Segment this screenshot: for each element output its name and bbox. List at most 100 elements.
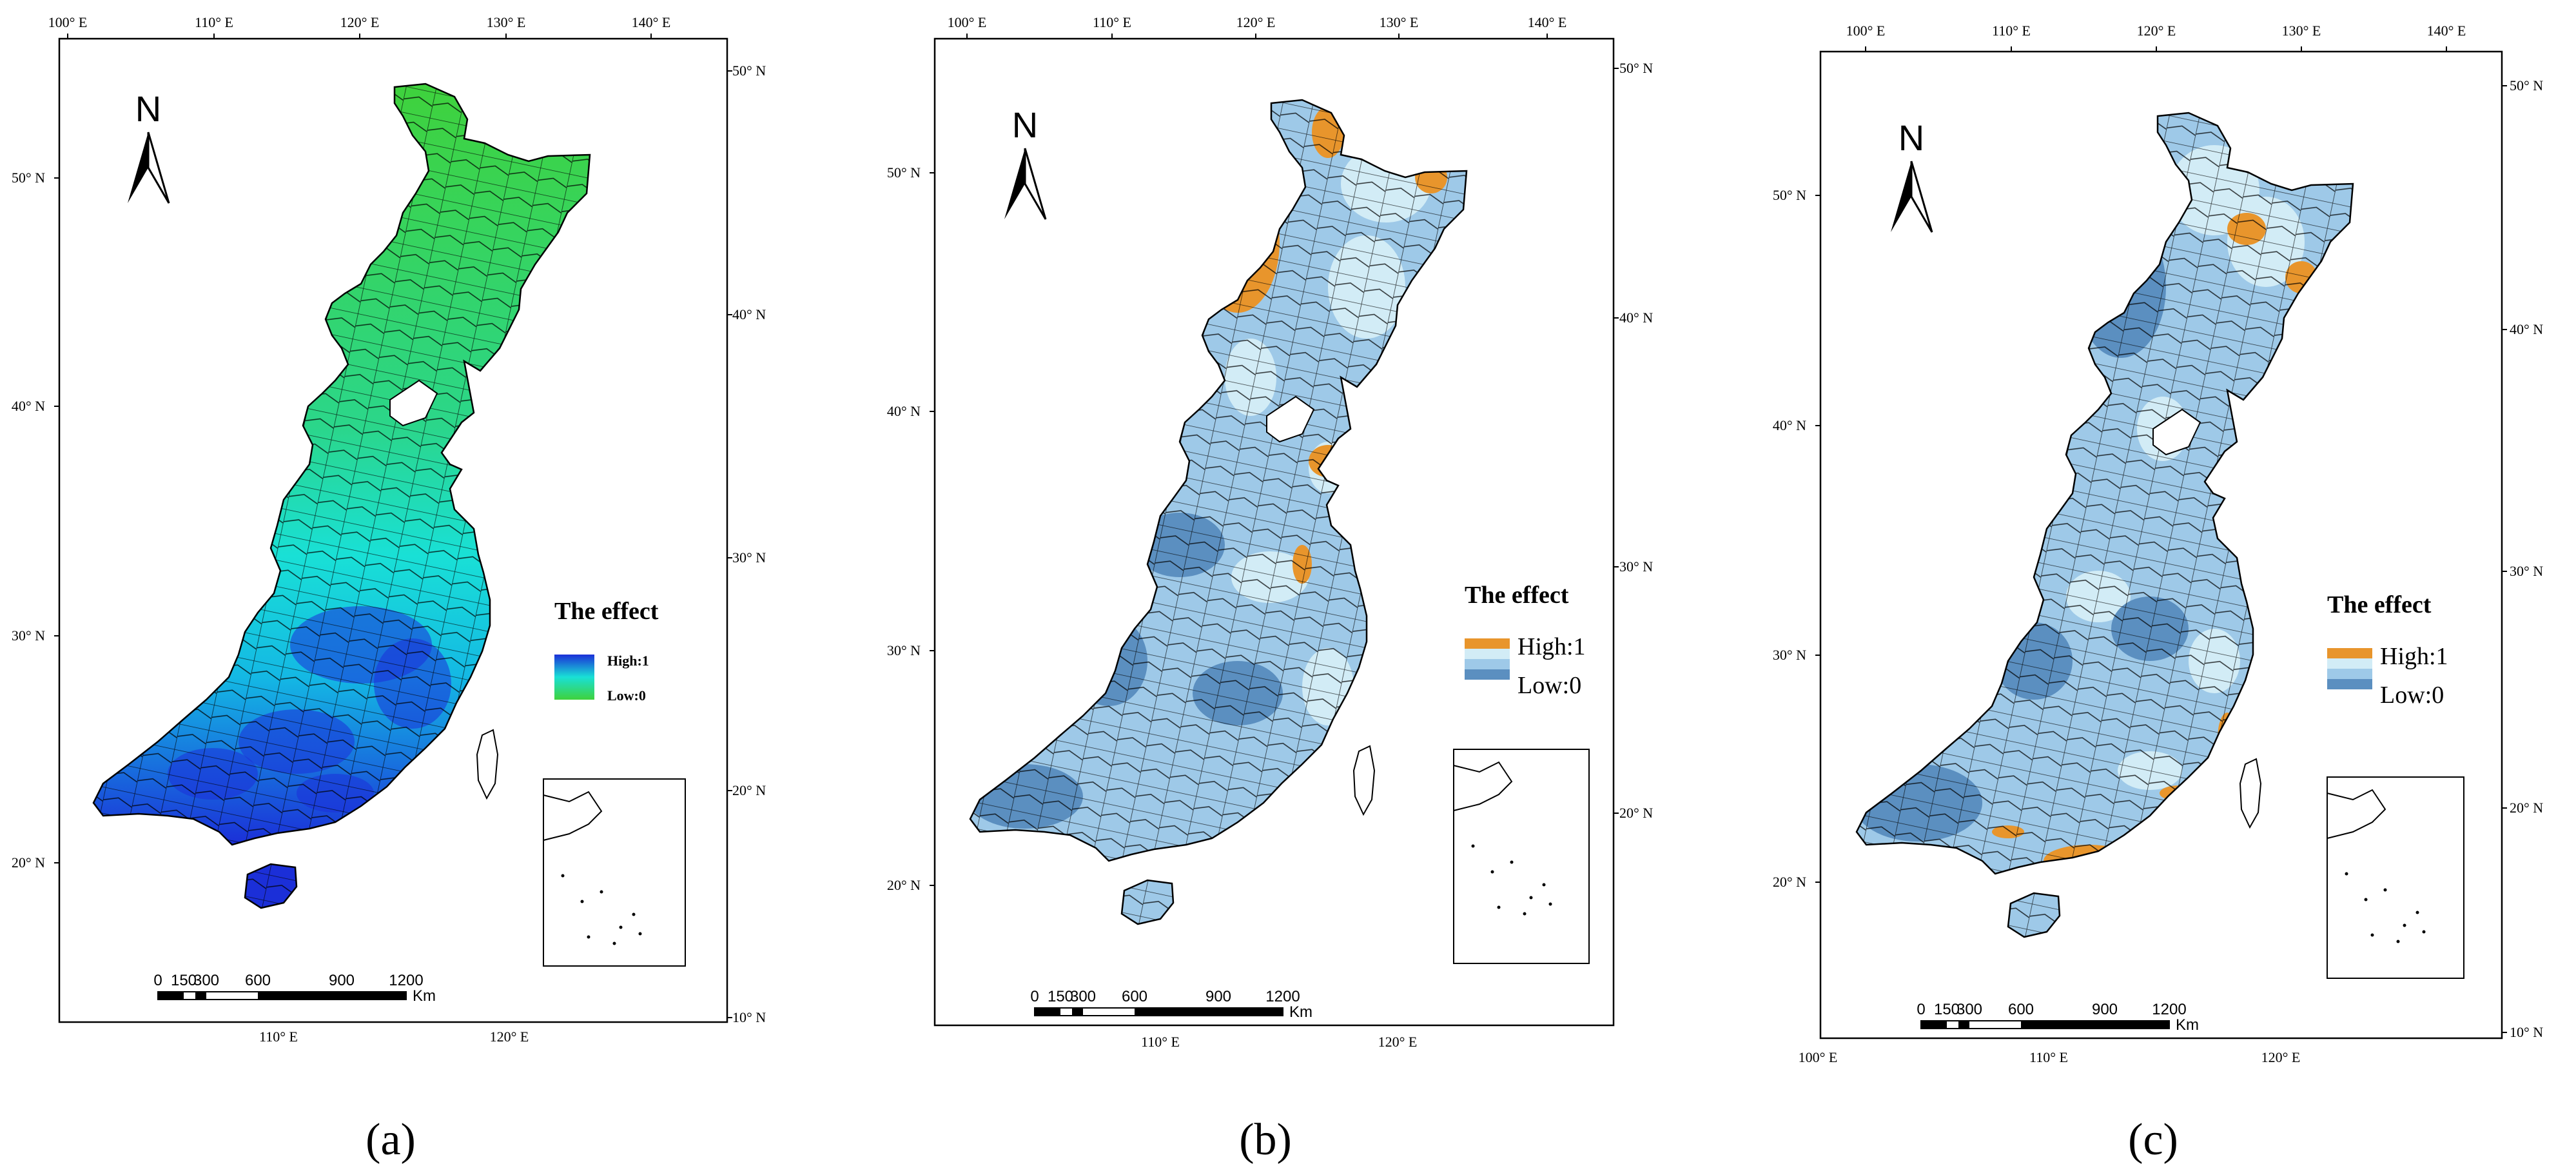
left-tick-label: 40° N — [1773, 417, 1806, 433]
right-tick-label: 40° N — [2510, 321, 2543, 337]
right-tick-label: 30° N — [732, 549, 766, 566]
study-region-map — [92, 83, 591, 909]
north-label: N — [135, 88, 161, 129]
left-tick-label: 20° N — [12, 854, 45, 871]
right-tick-label: 30° N — [2510, 563, 2543, 579]
bottom-tick-label: 120° E — [490, 1029, 529, 1045]
top-tick-label: 100° E — [948, 14, 987, 30]
bohai-bay — [1266, 395, 1315, 443]
left-tick-label: 40° N — [12, 398, 45, 414]
region-outline — [92, 83, 591, 846]
scale-unit: Km — [1289, 1003, 1312, 1021]
county-boundaries — [970, 100, 1467, 861]
legend: The effect High:1 Low:0 — [554, 598, 659, 704]
legend-low-label: Low:0 — [2380, 682, 2444, 709]
right-tick-label: 30° N — [1619, 558, 1653, 575]
top-tick-label: 130° E — [2282, 23, 2321, 39]
legend-high-label: High:1 — [607, 653, 649, 669]
scale-number: 0 — [1030, 988, 1039, 1005]
legend-low-label: Low:0 — [1517, 672, 1581, 699]
left-tick-label: 20° N — [887, 877, 921, 893]
legend-high-label: High:1 — [2380, 643, 2448, 670]
right-tick-label: 20° N — [732, 782, 766, 798]
scale-number: 300 — [1956, 1001, 1982, 1018]
top-tick-label: 140° E — [2427, 23, 2466, 39]
north-label: N — [1012, 104, 1038, 145]
legend-swatch — [2327, 648, 2372, 658]
bottom-tick-label: 110° E — [259, 1029, 298, 1045]
region-outline — [969, 99, 1468, 862]
left-tick-label: 50° N — [12, 170, 45, 186]
scale-number: 900 — [2092, 1001, 2118, 1018]
taiwan-outline — [2239, 758, 2262, 829]
top-tick-label: 110° E — [195, 14, 233, 30]
left-tick-label: 30° N — [1773, 647, 1806, 663]
legend-title: The effect — [2327, 591, 2432, 618]
bottom-tick-label: 110° E — [1141, 1034, 1180, 1050]
scale-number: 0 — [1917, 1001, 1925, 1018]
right-tick-label: 20° N — [2510, 800, 2543, 816]
scale-number: 150 — [1934, 1001, 1960, 1018]
top-tick-label: 120° E — [2137, 23, 2176, 39]
legend-title: The effect — [554, 598, 659, 625]
graticule-labels: 100° E 110° E 120° E 130° E 140° E 110° E 120°… — [12, 14, 766, 1045]
legend-swatch — [1465, 649, 1510, 659]
scale-number: 600 — [1122, 988, 1147, 1005]
legend: The effect High:1 Low:0 — [2327, 591, 2448, 709]
right-tick-label: 50° N — [2510, 77, 2543, 94]
bottom-tick-label: 120° E — [2261, 1049, 2301, 1065]
taiwan-outline — [476, 729, 499, 800]
legend-swatch — [2327, 669, 2372, 679]
legend-gradient — [554, 655, 594, 700]
south-china-sea-inset — [543, 778, 686, 967]
north-label: N — [1898, 117, 1924, 158]
left-tick-label: 40° N — [887, 403, 921, 419]
top-tick-label: 110° E — [1093, 14, 1131, 30]
bohai-bay — [389, 379, 438, 427]
legend-swatch — [2327, 658, 2372, 669]
legend-title: The effect — [1465, 582, 1569, 609]
right-tick-label: 10° N — [2510, 1024, 2543, 1040]
legend-low-label: Low:0 — [607, 687, 646, 704]
scale-number: 300 — [193, 972, 219, 989]
left-tick-label: 30° N — [12, 627, 45, 644]
legend-swatch — [2327, 679, 2372, 689]
panel-caption-a: (a) — [366, 1115, 416, 1165]
scale-number: 600 — [2008, 1001, 2034, 1018]
north-arrow: N — [128, 88, 170, 204]
top-tick-label: 140° E — [632, 14, 671, 30]
south-china-sea-inset — [1453, 749, 1590, 964]
scale-number: 900 — [1205, 988, 1231, 1005]
graticule-labels: 100° E 110° E 120° E 130° E 140° E 110° E 120°… — [887, 14, 1653, 1050]
right-tick-label: 40° N — [732, 306, 766, 322]
scale-number: 1200 — [2152, 1001, 2186, 1018]
top-tick-label: 140° E — [1528, 14, 1567, 30]
right-tick-label: 50° N — [1619, 60, 1653, 76]
study-region-map — [969, 99, 1468, 925]
right-tick-label: 20° N — [1619, 805, 1653, 821]
bottom-tick-label: 120° E — [1378, 1034, 1418, 1050]
right-tick-label: 10° N — [732, 1009, 766, 1025]
graticule-labels: 100° E 110° E 120° E 130° E 140° E 100° E 110°… — [1773, 23, 2543, 1065]
right-tick-label: 40° N — [1619, 310, 1653, 326]
county-boundaries — [93, 84, 590, 845]
top-tick-label: 130° E — [1380, 14, 1419, 30]
legend-high-label: High:1 — [1517, 633, 1586, 660]
scale-number: 300 — [1070, 988, 1096, 1005]
left-tick-label: 50° N — [1773, 187, 1806, 203]
region-outline — [1855, 112, 2354, 875]
top-tick-label: 100° E — [48, 14, 88, 30]
left-tick-label: 30° N — [887, 642, 921, 658]
left-tick-label: 50° N — [887, 164, 921, 181]
panel-caption-b: (b) — [1239, 1115, 1292, 1165]
left-tick-label: 20° N — [1773, 874, 1806, 890]
county-boundaries — [1857, 113, 2353, 874]
top-tick-label: 120° E — [340, 14, 380, 30]
